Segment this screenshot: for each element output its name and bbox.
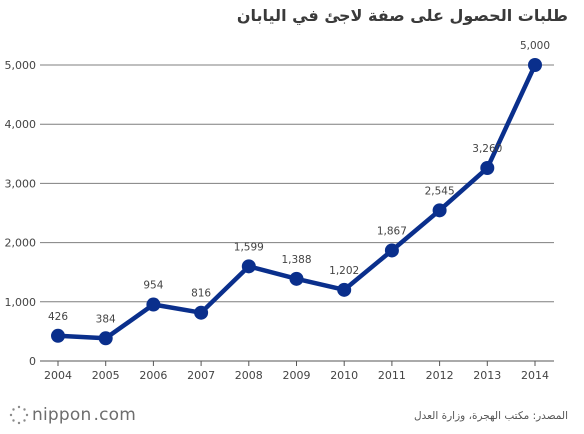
x-tick-label: 2013 bbox=[473, 369, 501, 382]
data-label: 954 bbox=[143, 280, 163, 292]
data-label: 1,599 bbox=[234, 241, 264, 253]
x-tick-label: 2004 bbox=[44, 369, 72, 382]
y-tick-label: 4,000 bbox=[5, 118, 37, 131]
y-tick-label: 3,000 bbox=[5, 177, 37, 190]
y-tick-label: 5,000 bbox=[5, 59, 37, 72]
y-tick-label: 2,000 bbox=[5, 237, 37, 250]
brand-name: nippon bbox=[32, 405, 92, 425]
data-point bbox=[146, 297, 161, 312]
data-point bbox=[528, 58, 542, 72]
x-tick-label: 2012 bbox=[426, 369, 454, 382]
data-point bbox=[51, 328, 65, 343]
data-labels: 426 384 954 816 1,599 1,388 1,202 1,867 2,545 3,2… bbox=[48, 40, 550, 325]
data-label: 1,202 bbox=[329, 265, 359, 277]
x-tick-label: 2009 bbox=[283, 369, 311, 382]
nippon-logo-icon bbox=[9, 405, 29, 425]
series-line-path bbox=[57, 64, 538, 341]
x-axis-ticks: 2004 2005 2006 2007 2008 2009 2010 2011 2012 2013… bbox=[44, 361, 549, 382]
series-points bbox=[51, 58, 542, 346]
data-point bbox=[480, 161, 495, 176]
x-tick-label: 2005 bbox=[92, 369, 120, 382]
brand-suffix: .com bbox=[93, 405, 136, 425]
x-tick-label: 2006 bbox=[139, 369, 167, 382]
data-label: 816 bbox=[191, 288, 211, 300]
data-label: 2,545 bbox=[425, 185, 455, 197]
data-point bbox=[432, 203, 447, 218]
data-label: 1,867 bbox=[377, 225, 407, 237]
data-point bbox=[289, 271, 304, 286]
data-label: 1,388 bbox=[281, 254, 311, 266]
data-point bbox=[98, 331, 113, 346]
brand-logo[interactable]: nippon .com bbox=[8, 404, 136, 426]
grid-lines bbox=[40, 64, 554, 362]
x-tick-label: 2007 bbox=[187, 369, 215, 382]
source-note: المصدر: مكتب الهجرة، وزارة العدل bbox=[413, 410, 568, 422]
data-label: 426 bbox=[48, 311, 68, 323]
data-label: 3,260 bbox=[472, 143, 502, 155]
data-label: 384 bbox=[96, 313, 116, 325]
chart-title: طلبات الحصول على صفة لاجئ في اليابان bbox=[236, 6, 568, 25]
data-label: 5,000 bbox=[520, 40, 550, 52]
x-tick-label: 2014 bbox=[521, 369, 549, 382]
x-tick-label: 2011 bbox=[378, 369, 406, 382]
series-line bbox=[57, 64, 538, 341]
data-point bbox=[241, 259, 256, 274]
y-tick-label: 1,000 bbox=[5, 296, 37, 309]
data-point bbox=[384, 243, 399, 258]
data-point bbox=[194, 305, 209, 320]
y-axis-ticks: 0 1,000 2,000 3,000 4,000 5,000 bbox=[5, 59, 37, 368]
x-tick-label: 2010 bbox=[330, 369, 358, 382]
x-tick-label: 2008 bbox=[235, 369, 263, 382]
y-tick-label: 0 bbox=[29, 355, 36, 368]
data-point bbox=[337, 282, 352, 297]
